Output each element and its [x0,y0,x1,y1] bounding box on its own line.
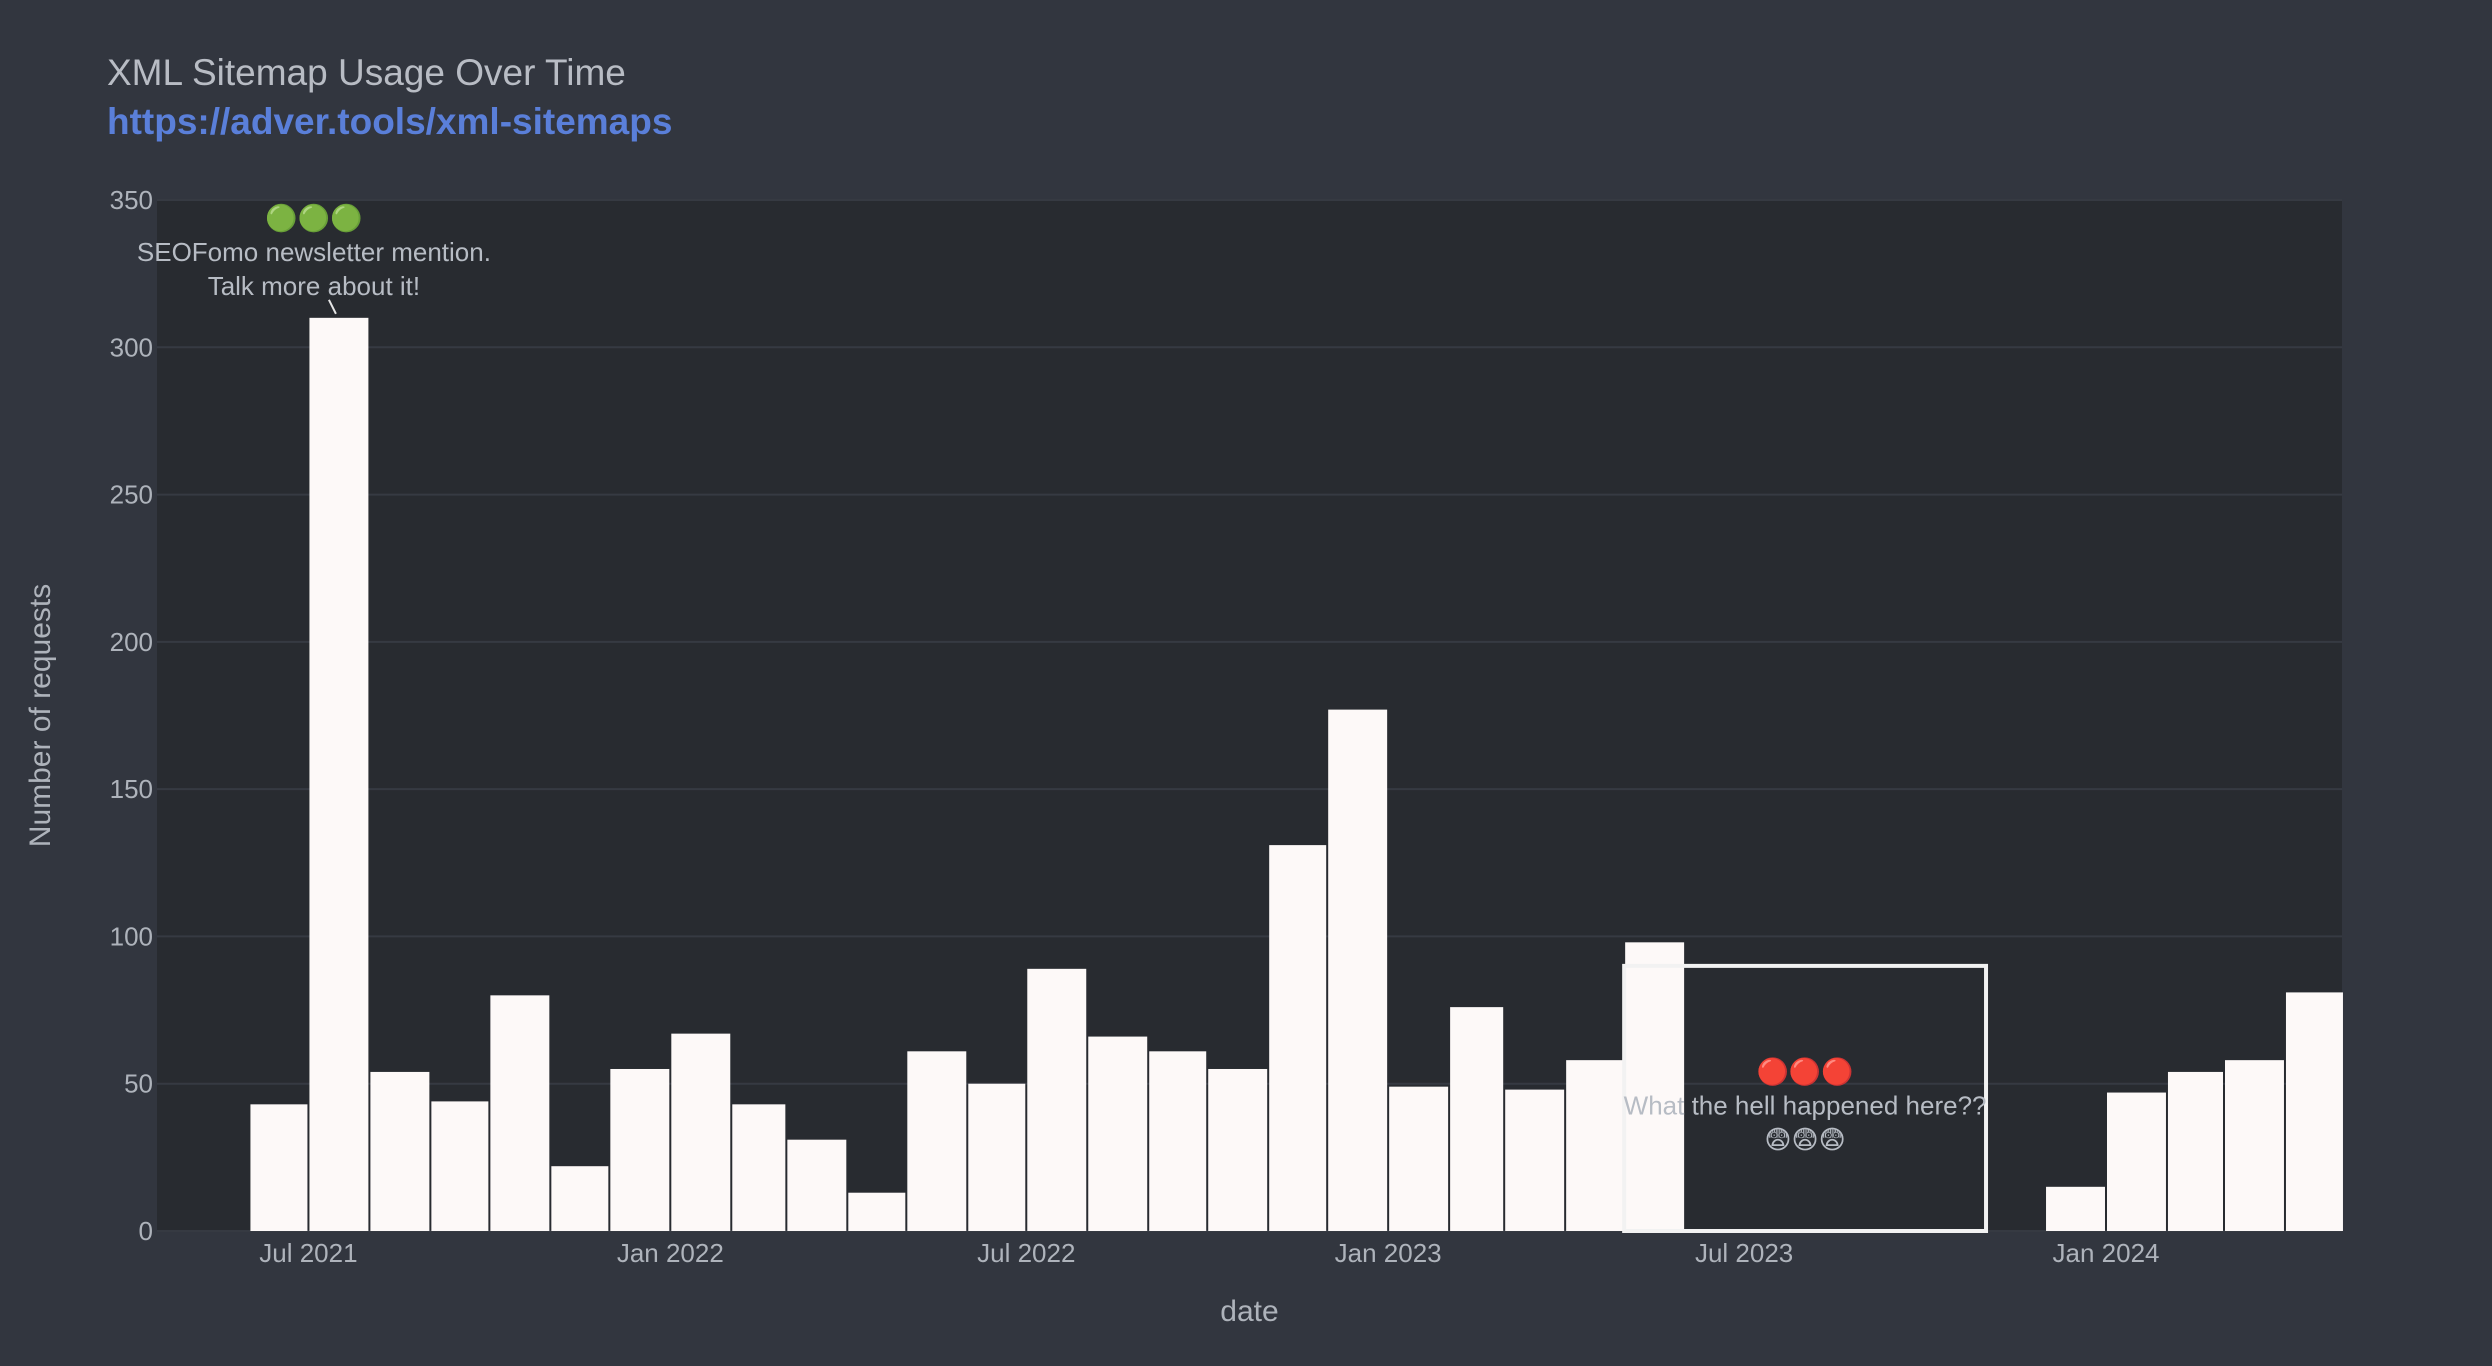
annotation-text: Talk more about it! [208,271,420,301]
x-tick-label: Jan 2022 [617,1238,724,1268]
bar [1328,709,1388,1231]
x-tick-label: Jul 2023 [1695,1238,1793,1268]
annotation-text: 🔴🔴🔴 [1757,1056,1854,1086]
bar [1149,1051,1207,1231]
bar [2106,1092,2166,1231]
y-tick-label: 100 [110,921,153,951]
bar [1566,1060,1624,1231]
annotation-text: 😨😨😨 [1764,1124,1845,1154]
chart-subtitle-link[interactable]: https://adver.tools/xml-sitemaps [107,101,673,142]
chart-title: XML Sitemap Usage Over Time [107,52,626,93]
bar [732,1104,786,1231]
y-axis-title: Number of requests [24,584,57,847]
bar [1088,1036,1148,1231]
bar [1269,845,1327,1231]
x-tick-label: Jan 2024 [2053,1238,2160,1268]
bar [2224,1060,2284,1231]
bar [2167,1071,2223,1231]
x-tick-label: Jul 2022 [977,1238,1075,1268]
y-tick-label: 150 [110,774,153,804]
bar [907,1051,967,1231]
y-tick-label: 300 [110,332,153,362]
bar [1027,968,1087,1231]
bar [250,1104,308,1231]
bar [2046,1186,2105,1231]
y-tick-label: 350 [110,185,153,215]
y-axis-ticks: 0 50 100 150 200 250 300 350 [110,185,153,1246]
bar [309,317,369,1231]
bar [671,1033,731,1231]
bars [250,317,2343,1231]
annotation-box [1622,963,1989,1234]
y-tick-label: 50 [124,1069,153,1099]
annotation-arrow [328,299,337,315]
bar [370,1071,430,1231]
bar [610,1068,670,1231]
bar [1625,942,1685,1231]
bar [551,1166,609,1231]
bar [490,995,550,1231]
bar [1208,1068,1268,1231]
bar [1389,1086,1449,1231]
x-tick-label: Jul 2021 [259,1238,357,1268]
bar [1450,1007,1504,1231]
y-tick-label: 0 [139,1216,153,1246]
y-tick-label: 200 [110,627,153,657]
annotation-text: SEOFomo newsletter mention. [137,237,491,267]
y-tick-label: 250 [110,480,153,510]
annotations: 🟢🟢🟢 SEOFomo newsletter mention. Talk more … [137,203,1989,1234]
x-axis-ticks: Jul 2021 Jan 2022 Jul 2022 Jan 2023 Jul 2023… [259,1238,2159,1268]
bar [431,1101,489,1231]
bar [848,1192,906,1231]
bar [2285,992,2343,1231]
bar [1505,1089,1565,1231]
x-tick-label: Jan 2023 [1335,1238,1442,1268]
annotation-text: What the hell happened here?? [1624,1090,1987,1120]
bar [968,1083,1026,1231]
x-axis-title: date [1220,1295,1278,1328]
bar [787,1139,847,1231]
annotation-text: 🟢🟢🟢 [265,203,362,233]
